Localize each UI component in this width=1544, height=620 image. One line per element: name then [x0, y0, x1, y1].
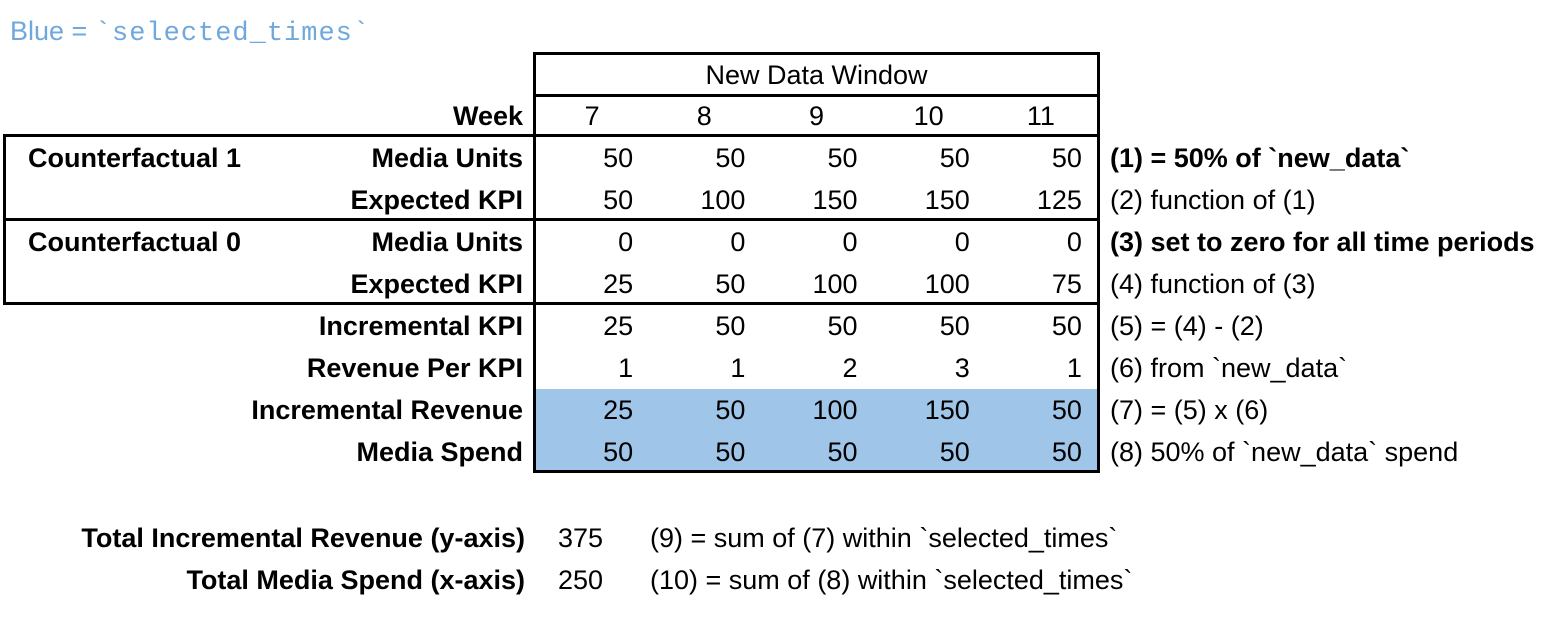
table-cell: 150 — [924, 395, 970, 425]
total-media-spend-note: (10) = sum of (8) within `selected_times… — [650, 565, 1133, 595]
table-cell: 25 — [603, 395, 634, 425]
row-values-media-units-cf0: 0 0 0 0 0 — [536, 221, 1097, 263]
table-cell: 50 — [1051, 143, 1082, 173]
table-cell: 50 — [1051, 311, 1082, 341]
table-cell: 50 — [827, 437, 858, 467]
row-note-6: (6) from `new_data` — [1110, 353, 1348, 383]
table-cell: 125 — [1036, 185, 1082, 215]
table-cell: 50 — [715, 395, 746, 425]
table-cell: 50 — [939, 143, 970, 173]
table-cell: 1 — [730, 353, 746, 383]
week-number: 10 — [913, 101, 944, 131]
table-cell: 50 — [715, 143, 746, 173]
week-numbers-row: 7 8 9 10 11 — [536, 97, 1097, 135]
table-cell: 50 — [1051, 437, 1082, 467]
total-incremental-revenue-label: Total Incremental Revenue (y-axis) — [81, 523, 525, 553]
table-cell: 1 — [1066, 353, 1082, 383]
row-label-media-units-cf0: Media Units — [371, 227, 523, 257]
table-cell: 0 — [954, 227, 970, 257]
legend-prefix: Blue = — [10, 16, 95, 46]
table-cell: 150 — [812, 185, 858, 215]
table-cell: 50 — [603, 143, 634, 173]
week-number: 8 — [696, 101, 712, 131]
table-cell: 50 — [939, 437, 970, 467]
row-label-expected-kpi-cf1: Expected KPI — [350, 185, 523, 215]
divider-below-window-title — [536, 94, 1097, 97]
row-label-incremental-kpi: Incremental KPI — [318, 311, 523, 341]
week-label: Week — [452, 101, 523, 131]
table-cell: 50 — [827, 143, 858, 173]
row-label-media-spend: Media Spend — [356, 437, 523, 467]
table-cell: 150 — [924, 185, 970, 215]
table-cell: 75 — [1051, 269, 1082, 299]
table-cell: 0 — [842, 227, 858, 257]
total-media-spend-value: 250 — [558, 565, 604, 595]
table-cell: 50 — [603, 437, 634, 467]
row-label-incremental-revenue: Incremental Revenue — [251, 395, 523, 425]
row-note-3: (3) set to zero for all time periods — [1110, 227, 1535, 257]
table-cell: 0 — [730, 227, 746, 257]
row-values-incremental-kpi: 25 50 50 50 50 — [536, 305, 1097, 347]
table-cell: 25 — [603, 311, 634, 341]
table-cell: 100 — [812, 269, 858, 299]
table-cell: 50 — [715, 269, 746, 299]
selected-times-highlight — [536, 389, 1097, 470]
row-note-4: (4) function of (3) — [1110, 269, 1316, 299]
table-cell: 3 — [954, 353, 970, 383]
new-data-window-title: New Data Window — [705, 60, 928, 90]
table-cell: 50 — [1051, 395, 1082, 425]
row-note-8: (8) 50% of `new_data` spend — [1110, 437, 1459, 467]
row-label-media-units-cf1: Media Units — [371, 143, 523, 173]
row-note-7: (7) = (5) x (6) — [1110, 395, 1269, 425]
row-values-media-units-cf1: 50 50 50 50 50 — [536, 137, 1097, 179]
legend-code: `selected_times` — [94, 19, 371, 49]
table-cell: 100 — [812, 395, 858, 425]
table-cell: 0 — [618, 227, 634, 257]
counterfactual-box-left-border — [3, 134, 6, 305]
table-cell: 50 — [715, 437, 746, 467]
row-label-expected-kpi-cf0: Expected KPI — [350, 269, 523, 299]
total-media-spend-label: Total Media Spend (x-axis) — [186, 565, 525, 595]
divider-between-counterfactuals — [3, 218, 1100, 221]
row-label-revenue-per-kpi: Revenue Per KPI — [306, 353, 523, 383]
group-label-counterfactual-1: Counterfactual 1 — [28, 143, 242, 173]
divider-below-counterfactual-0 — [3, 302, 1100, 305]
row-values-revenue-per-kpi: 1 1 2 3 1 — [536, 347, 1097, 389]
row-values-expected-kpi-cf1: 50 100 150 150 125 — [536, 179, 1097, 221]
data-table-frame — [533, 52, 1100, 473]
week-number: 7 — [584, 101, 600, 131]
row-note-5: (5) = (4) - (2) — [1110, 311, 1264, 341]
row-values-media-spend: 50 50 50 50 50 — [536, 431, 1097, 473]
row-values-incremental-revenue: 25 50 100 150 50 — [536, 389, 1097, 431]
table-cell: 50 — [939, 311, 970, 341]
table-cell: 100 — [924, 269, 970, 299]
total-incremental-revenue-note: (9) = sum of (7) within `selected_times` — [650, 523, 1118, 553]
table-cell: 1 — [618, 353, 634, 383]
week-number: 11 — [1026, 101, 1055, 131]
table-cell: 0 — [1066, 227, 1082, 257]
total-incremental-revenue-value: 375 — [558, 523, 604, 553]
row-values-expected-kpi-cf0: 25 50 100 100 75 — [536, 263, 1097, 305]
table-cell: 100 — [700, 185, 746, 215]
table-cell: 25 — [603, 269, 634, 299]
row-note-1: (1) = 50% of `new_data` — [1110, 143, 1410, 173]
group-label-counterfactual-0: Counterfactual 0 — [28, 227, 242, 257]
table-cell: 50 — [603, 185, 634, 215]
legend-blue-selected-times: Blue = `selected_times` — [10, 16, 370, 49]
week-number: 9 — [808, 101, 824, 131]
table-cell: 2 — [842, 353, 858, 383]
row-note-2: (2) function of (1) — [1110, 185, 1316, 215]
table-cell: 50 — [827, 311, 858, 341]
divider-below-week-row — [3, 134, 1100, 137]
table-cell: 50 — [715, 311, 746, 341]
